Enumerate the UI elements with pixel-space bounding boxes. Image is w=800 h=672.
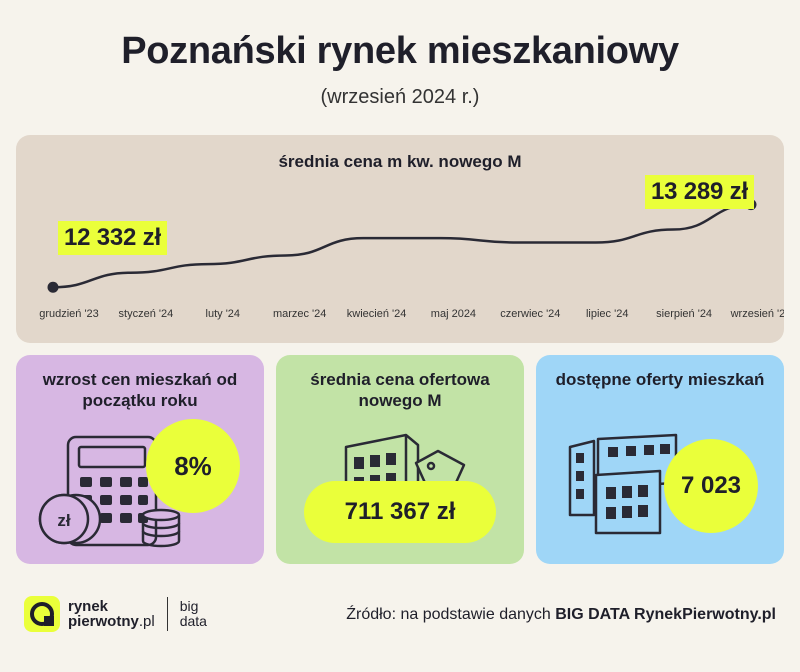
price-chart-card: średnia cena m kw. nowego M grudzień '23… bbox=[16, 135, 784, 343]
x-tick-label: grudzień '23 bbox=[39, 308, 99, 320]
card-title: wzrost cen mieszkań od początku roku bbox=[42, 370, 238, 410]
page-title: Poznański rynek mieszkaniowy bbox=[121, 30, 679, 72]
logo-wordmark: rynek pierwotny.pl bbox=[68, 598, 155, 630]
offers-value-badge: 7 023 bbox=[664, 439, 758, 533]
brand-logo: rynek pierwotny.pl big data bbox=[24, 596, 207, 632]
x-tick-label: sierpień '24 bbox=[656, 308, 712, 320]
source-note: Źródło: na podstawie danych BIG DATA Ryn… bbox=[346, 606, 776, 623]
available-offers-card: dostępne oferty mieszkań 7 023 bbox=[536, 355, 784, 564]
chart-title: średnia cena m kw. nowego M bbox=[278, 152, 522, 171]
x-tick-label: marzec '24 bbox=[273, 308, 326, 320]
x-tick-label: kwiecień '24 bbox=[347, 308, 407, 320]
x-tick-label: maj 2024 bbox=[431, 308, 476, 320]
x-tick-label: wrzesień '24 bbox=[730, 308, 784, 320]
page-subtitle: (wrzesień 2024 r.) bbox=[320, 86, 480, 108]
card-title: dostępne oferty mieszkań bbox=[555, 370, 765, 389]
start-value-label: 12 332 zł bbox=[58, 221, 167, 255]
start-point bbox=[47, 281, 59, 293]
avg-price-value-badge: 711 367 zł bbox=[304, 481, 496, 543]
price-series-line bbox=[52, 203, 752, 289]
growth-value-badge: 8% bbox=[146, 419, 240, 513]
x-tick-label: lipiec '24 bbox=[586, 308, 628, 320]
calculator-coins-icon: zł bbox=[38, 435, 181, 548]
end-value-label: 13 289 zł bbox=[645, 175, 754, 209]
price-growth-card: wzrost cen mieszkań od początku roku zł … bbox=[16, 355, 264, 564]
card-title: średnia cena ofertowa nowego M bbox=[310, 370, 490, 410]
rynekpierwotny-logo-icon bbox=[24, 596, 60, 632]
logo-divider bbox=[166, 597, 168, 631]
avg-offer-price-card: średnia cena ofertowa nowego M 711 367 z… bbox=[276, 355, 524, 564]
svg-text:zł: zł bbox=[57, 511, 71, 530]
bigdata-wordmark: big data bbox=[179, 598, 207, 629]
x-tick-label: luty '24 bbox=[206, 308, 241, 320]
x-tick-label: czerwiec '24 bbox=[500, 308, 560, 320]
x-tick-label: styczeń '24 bbox=[119, 308, 174, 320]
